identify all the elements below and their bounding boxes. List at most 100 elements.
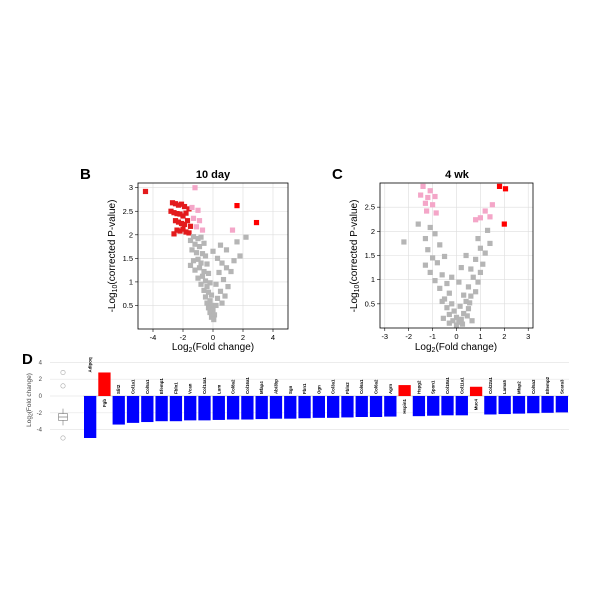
panel-c-point	[463, 252, 469, 259]
panel-c-point	[449, 301, 455, 307]
panel-c-point	[429, 255, 436, 261]
panel-b-point	[177, 211, 183, 217]
panel-d-gene-label: Hspin1	[402, 398, 407, 413]
panel-b-y-axis-label: -Log10(corrected P-value)	[107, 200, 119, 313]
panel-d-bar	[226, 396, 240, 420]
panel-c-point	[444, 280, 450, 287]
panel-b-point	[202, 253, 209, 259]
panel-c-point	[437, 285, 443, 291]
panel-b-point	[180, 213, 186, 219]
panel-c-point	[465, 306, 472, 312]
panel-b-point	[187, 223, 194, 229]
panel-d-bar	[155, 396, 168, 422]
panel-c-point	[501, 221, 507, 227]
panel-d-y-axis-label: Log2(Fold change)	[26, 373, 35, 427]
panel-b-y-tick-label: 3	[129, 183, 133, 192]
panel-c-point	[439, 298, 445, 305]
panel-c-point	[418, 192, 424, 198]
panel-d-bar	[441, 396, 454, 416]
panel-b-point	[172, 201, 179, 207]
panel-c-point	[484, 227, 491, 233]
panel-b-point	[213, 281, 219, 287]
panel-d-letter: D	[22, 351, 33, 368]
panel-c-point	[475, 279, 481, 285]
panel-d-bar	[212, 396, 225, 420]
panel-b-plot-frame	[137, 182, 289, 330]
panel-c-grid	[380, 183, 533, 328]
panel-b-point	[171, 231, 177, 237]
panel-c-point	[425, 194, 431, 201]
panel-b-point	[210, 307, 216, 313]
panel-b-y-tick-label: 2.5	[123, 207, 133, 216]
panel-b-point	[189, 247, 195, 253]
panel-b-point	[207, 298, 213, 304]
panel-b-point	[207, 280, 213, 286]
panel-b-x-tick-label: 2	[241, 333, 245, 342]
panel-b-point	[172, 218, 179, 224]
panel-b-point	[178, 201, 185, 207]
panel-b-point	[174, 211, 180, 217]
panel-d-bar	[412, 396, 426, 417]
panel-b-points	[142, 185, 260, 323]
panel-b-point	[217, 242, 224, 248]
panel-c-ticks: -3 -2 -1 0 1 2 3 0.5 1 1.5 2 2.5	[365, 203, 531, 341]
panel-d-bar	[512, 396, 526, 414]
panel-c-y-tick-label: 2.5	[365, 203, 375, 212]
panel-b-volcano: B 10 day -4 -2 0 2 4 0.5 1 1.5 2 2.5 3 Log2(Fold c…	[80, 166, 289, 354]
panel-b-x-tick-label: 4	[271, 333, 275, 342]
panel-b-point	[229, 227, 236, 233]
panel-b-x-tick-label: -4	[150, 333, 157, 342]
panel-c-plot-frame	[379, 182, 534, 329]
panel-b-point	[171, 210, 177, 216]
panel-d-bar	[84, 396, 97, 438]
panel-d-bar	[398, 385, 411, 396]
panel-c-point	[467, 300, 473, 306]
panel-d-bar	[384, 396, 397, 417]
panel-d-gene-label: Eltemp2	[545, 376, 550, 394]
panel-d-gene-label: Mfap4	[259, 381, 264, 394]
panel-b-point	[201, 287, 207, 293]
panel-c-points	[401, 183, 509, 328]
panel-b-point	[231, 258, 237, 264]
panel-b-point	[201, 240, 207, 246]
panel-d-gene-label: Col6a1	[359, 379, 364, 394]
panel-d-bar	[312, 396, 325, 418]
panel-d-bar	[355, 396, 368, 417]
panel-b-point	[198, 281, 204, 287]
panel-c-point	[465, 284, 472, 290]
panel-b-point	[193, 250, 200, 256]
panel-c-x-tick-label: 1	[478, 332, 482, 341]
panel-d-gene-label: Col18a1	[445, 377, 450, 394]
panel-c-point	[470, 274, 476, 280]
panel-c-x-tick-label: -1	[429, 332, 436, 341]
panel-b-point	[178, 220, 185, 227]
panel-c-point	[429, 202, 436, 208]
panel-d-gene-label: Col8a2	[231, 379, 236, 394]
panel-c-x-tick-label: -2	[405, 332, 412, 341]
panel-d-ticks: 4 2 0 -2 -4	[37, 360, 43, 433]
panel-b-point	[177, 228, 183, 234]
panel-b-point	[187, 262, 194, 269]
panel-d-boxplot	[58, 369, 68, 441]
panel-b-y-tick-label: 1	[129, 277, 133, 286]
panel-b-point	[208, 302, 215, 309]
panel-c-point	[480, 261, 486, 267]
panel-d-gene-label: Fgb	[102, 399, 107, 407]
panel-b-point	[201, 268, 207, 275]
panel-c-point	[456, 319, 462, 325]
panel-b-point	[186, 206, 192, 212]
panel-c-point	[446, 290, 452, 296]
panel-b-point	[180, 226, 186, 232]
panel-d-bar	[484, 396, 497, 415]
panel-b-point	[174, 227, 180, 233]
panel-b-point	[190, 258, 197, 264]
panel-b-point	[198, 260, 204, 266]
panel-c-point	[461, 292, 467, 298]
panel-d-gene-label: Hspg2	[416, 380, 421, 394]
panel-b-point	[187, 237, 194, 244]
panel-b-point	[237, 253, 243, 259]
panel-c-point	[422, 262, 429, 268]
panel-b-point	[199, 251, 206, 257]
panel-c-point	[496, 183, 503, 189]
panel-b-point	[175, 202, 182, 208]
